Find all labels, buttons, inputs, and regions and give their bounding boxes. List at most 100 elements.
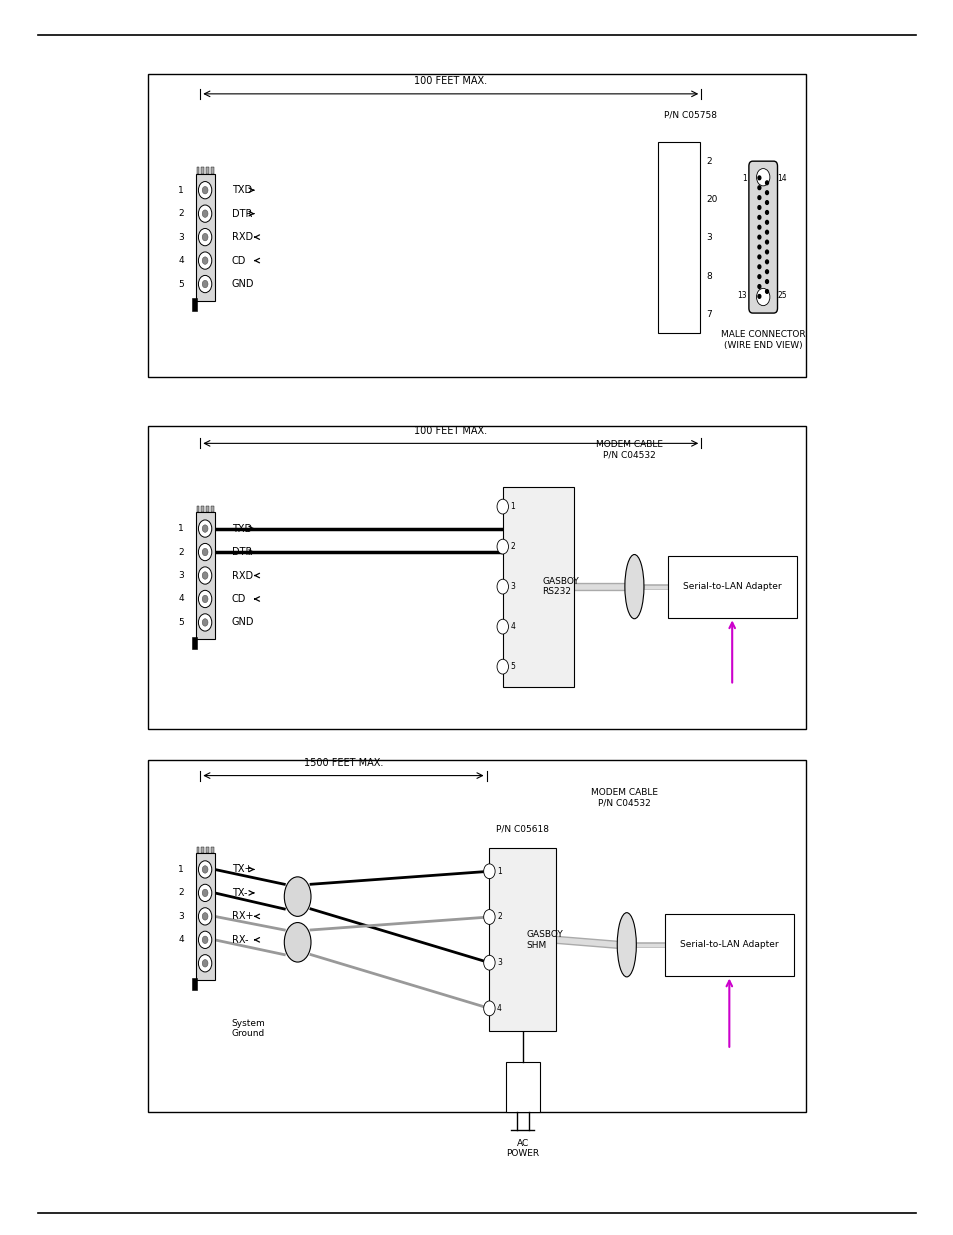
- Text: 4: 4: [178, 256, 184, 266]
- Circle shape: [202, 866, 208, 873]
- Circle shape: [198, 567, 212, 584]
- Bar: [211, 168, 213, 173]
- Circle shape: [198, 590, 212, 608]
- Text: 2: 2: [510, 542, 515, 551]
- Circle shape: [757, 235, 760, 238]
- Circle shape: [756, 289, 769, 305]
- Circle shape: [202, 619, 208, 626]
- Circle shape: [202, 210, 208, 217]
- Text: RXD: RXD: [232, 232, 253, 242]
- Circle shape: [198, 228, 212, 246]
- Text: 25: 25: [777, 291, 786, 300]
- Text: 2: 2: [178, 209, 184, 219]
- Text: CD: CD: [232, 256, 246, 266]
- Text: 3: 3: [705, 233, 711, 242]
- Circle shape: [198, 884, 212, 902]
- Ellipse shape: [617, 913, 636, 977]
- Circle shape: [764, 230, 768, 235]
- Bar: [192, 298, 196, 311]
- Circle shape: [202, 572, 208, 579]
- Circle shape: [198, 205, 212, 222]
- Text: 13: 13: [737, 291, 746, 300]
- Circle shape: [757, 225, 760, 228]
- Text: 14: 14: [777, 174, 786, 183]
- Circle shape: [757, 266, 760, 269]
- Text: 1: 1: [178, 185, 184, 195]
- Text: 100 FEET MAX.: 100 FEET MAX.: [414, 77, 487, 86]
- Ellipse shape: [284, 923, 311, 962]
- Circle shape: [757, 245, 760, 249]
- Text: GND: GND: [232, 618, 254, 627]
- Circle shape: [198, 614, 212, 631]
- Circle shape: [483, 909, 495, 924]
- Bar: [206, 506, 209, 513]
- Text: 3: 3: [497, 958, 501, 967]
- Circle shape: [198, 520, 212, 537]
- Text: 1: 1: [497, 867, 501, 876]
- Circle shape: [198, 252, 212, 269]
- Circle shape: [202, 548, 208, 556]
- Ellipse shape: [624, 555, 643, 619]
- Circle shape: [202, 936, 208, 944]
- Text: 8: 8: [705, 272, 711, 280]
- Bar: [192, 637, 196, 650]
- Circle shape: [497, 619, 508, 634]
- Circle shape: [198, 182, 212, 199]
- Circle shape: [757, 256, 760, 259]
- Circle shape: [764, 269, 768, 273]
- Circle shape: [497, 659, 508, 674]
- Circle shape: [202, 525, 208, 532]
- Text: 1: 1: [178, 864, 184, 874]
- Circle shape: [483, 864, 495, 879]
- Bar: [196, 506, 199, 513]
- Text: 1: 1: [741, 174, 746, 183]
- Circle shape: [757, 175, 760, 180]
- Bar: [196, 847, 199, 852]
- Circle shape: [764, 261, 768, 263]
- Text: 5: 5: [178, 618, 184, 627]
- Circle shape: [202, 280, 208, 288]
- Circle shape: [202, 913, 208, 920]
- Text: AC
POWER: AC POWER: [506, 1139, 538, 1158]
- Bar: [505, 1062, 539, 1112]
- Circle shape: [764, 220, 768, 225]
- Circle shape: [757, 295, 760, 298]
- Text: 4: 4: [178, 594, 184, 604]
- Circle shape: [764, 190, 768, 194]
- Circle shape: [757, 285, 760, 289]
- Bar: [195, 852, 214, 981]
- Bar: [148, 74, 805, 377]
- Text: CD: CD: [232, 594, 246, 604]
- Circle shape: [198, 955, 212, 972]
- Circle shape: [202, 233, 208, 241]
- Circle shape: [198, 931, 212, 948]
- Text: TXD: TXD: [232, 524, 252, 534]
- Circle shape: [757, 185, 760, 189]
- Circle shape: [757, 215, 760, 219]
- Bar: [658, 142, 700, 333]
- FancyBboxPatch shape: [748, 162, 777, 314]
- Bar: [489, 848, 556, 1031]
- Text: 1: 1: [178, 524, 184, 534]
- Circle shape: [764, 240, 768, 245]
- Circle shape: [497, 579, 508, 594]
- Bar: [206, 847, 209, 852]
- Text: TXD: TXD: [232, 185, 252, 195]
- Text: GND: GND: [232, 279, 254, 289]
- Circle shape: [757, 206, 760, 209]
- Text: RX-: RX-: [232, 935, 248, 945]
- Bar: [206, 168, 209, 173]
- Text: Serial-to-LAN Adapter: Serial-to-LAN Adapter: [682, 582, 781, 592]
- Text: 3: 3: [178, 571, 184, 580]
- Text: 3: 3: [510, 582, 515, 592]
- Text: 7: 7: [705, 310, 711, 319]
- Text: 3: 3: [178, 232, 184, 242]
- Circle shape: [483, 956, 495, 971]
- Bar: [664, 914, 793, 976]
- Circle shape: [756, 168, 769, 185]
- Text: 100 FEET MAX.: 100 FEET MAX.: [414, 426, 487, 436]
- Bar: [667, 556, 796, 618]
- Text: 4: 4: [178, 935, 184, 945]
- Bar: [201, 168, 204, 173]
- Circle shape: [198, 543, 212, 561]
